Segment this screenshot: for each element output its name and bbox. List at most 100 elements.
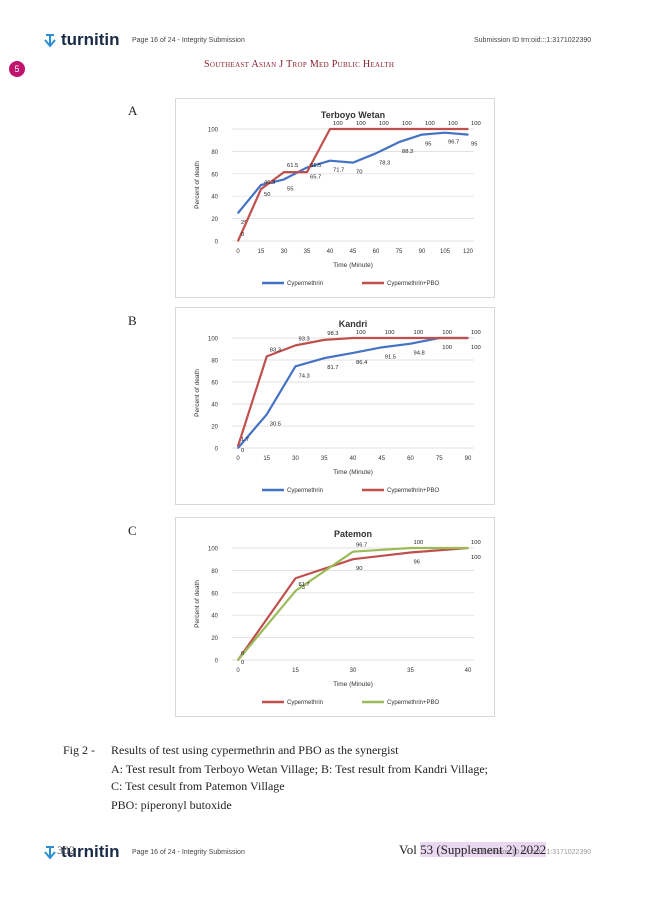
data-label: 74.3 <box>299 373 310 379</box>
y-tick-label: 40 <box>211 403 218 409</box>
data-point <box>467 547 469 549</box>
x-tick-label: 60 <box>407 456 414 462</box>
data-point <box>294 344 297 347</box>
y-tick-label: 60 <box>211 591 218 597</box>
data-label: 96.7 <box>356 543 367 549</box>
data-label: 83.3 <box>270 347 281 353</box>
data-label: 81.7 <box>327 365 338 371</box>
figure-caption-line4: PBO: piperonyl butoxide <box>111 798 232 812</box>
chart-terboyo-wetan: Terboyo Wetan 0 20 40 60 80 100 0 15 30 35 40 45 60 75… <box>175 98 495 298</box>
data-label: 25 <box>241 220 247 226</box>
data-label: 86.4 <box>356 360 368 366</box>
x-tick-label: 75 <box>436 456 443 462</box>
chart-title: Kandri <box>339 319 368 329</box>
x-tick-label: 35 <box>321 456 328 462</box>
data-label: 61.5 <box>287 163 298 169</box>
y-axis-label: Percent of death <box>194 161 201 209</box>
chart-svg-b: Kandri 0 20 40 60 80 100 0 15 30 35 40 45 60 75 90 Time … <box>194 319 481 494</box>
data-point <box>352 550 354 553</box>
data-point <box>283 178 285 181</box>
data-point <box>409 337 412 339</box>
x-axis-label: Time (Minute) <box>333 681 373 688</box>
chart-svg-c: Patemon 0 20 40 60 80 100 0 15 30 35 40 Time (Minute… <box>194 529 481 706</box>
y-tick-label: 40 <box>211 195 218 201</box>
data-point <box>375 128 377 130</box>
y-tick-label: 100 <box>208 337 219 343</box>
x-tick-label: 0 <box>236 668 240 674</box>
chart-kandri: Kandri 0 20 40 60 80 100 0 15 30 35 40 45 60 75 90 Time … <box>175 307 495 505</box>
data-point <box>398 141 400 143</box>
data-label: 100 <box>471 330 481 336</box>
journal-title: Southeast Asian J Trop Med Public Health <box>204 59 395 70</box>
series-line-1 <box>237 131 469 214</box>
data-point <box>421 133 423 136</box>
y-axis-label: Percent of death <box>194 369 201 417</box>
data-point <box>294 590 297 592</box>
data-point <box>237 240 239 242</box>
y-tick-label: 100 <box>208 128 219 134</box>
chart-title: Terboyo Wetan <box>321 110 385 120</box>
x-axis-label: Time (Minute) <box>333 469 373 476</box>
data-label: 98.3 <box>327 331 338 337</box>
footer-volume-highlight: 53 (Supplement 2) 2022 <box>420 842 547 857</box>
x-tick-label: 45 <box>378 456 385 462</box>
data-label: 100 <box>471 555 481 561</box>
data-point <box>352 558 354 560</box>
x-tick-label: 90 <box>419 249 426 255</box>
legend-label-1: Cypermethrin <box>287 281 323 287</box>
data-point <box>237 212 239 214</box>
data-label: 95 <box>471 142 477 148</box>
data-label: 100 <box>448 121 458 127</box>
panel-label-c: C <box>128 523 137 538</box>
data-point <box>237 447 239 449</box>
y-tick-label: 0 <box>215 447 219 453</box>
data-label: 100 <box>471 121 481 127</box>
y-tick-label: 80 <box>211 359 218 365</box>
data-point <box>352 337 354 339</box>
y-tick-label: 80 <box>211 150 218 156</box>
data-label: 96.7 <box>448 140 459 146</box>
data-label: 88.3 <box>402 149 413 155</box>
data-label: 93.3 <box>299 336 310 342</box>
data-point <box>329 159 331 162</box>
y-tick-label: 40 <box>211 614 218 620</box>
x-tick-label: 35 <box>407 668 414 674</box>
data-label: 91.5 <box>385 354 396 360</box>
data-point <box>237 445 239 447</box>
data-point <box>329 128 331 130</box>
data-point <box>352 128 354 130</box>
chart-svg-a: Terboyo Wetan 0 20 40 60 80 100 0 15 30 35 40 45 60 75… <box>194 110 481 287</box>
data-label: 96 <box>414 559 420 565</box>
data-point <box>467 133 469 136</box>
x-tick-label: 0 <box>236 456 240 462</box>
series-line-2 <box>236 336 468 447</box>
x-tick-label: 40 <box>327 249 334 255</box>
page-badge[interactable]: 5 <box>9 61 25 77</box>
footer-page-number: 302 <box>57 843 75 857</box>
footer-submission-id: Submission ID trn:oid:::1:3171022390 <box>474 849 592 856</box>
data-label: 46.3 <box>264 180 275 186</box>
data-point <box>323 357 326 359</box>
data-label: 78.3 <box>379 160 390 166</box>
x-tick-label: 15 <box>292 668 299 674</box>
data-point <box>380 337 383 339</box>
data-label: 100 <box>379 121 389 127</box>
data-point <box>306 171 308 173</box>
legend-label-2: Cypermethrin+PBO <box>387 700 440 706</box>
x-tick-label: 60 <box>373 249 380 255</box>
logo-text: turnitin <box>61 842 120 861</box>
x-tick-label: 90 <box>465 456 472 462</box>
data-label: 100 <box>385 330 395 336</box>
footer-page-info: Page 16 of 24 - Integrity Submission <box>132 849 245 856</box>
data-label: 100 <box>356 330 366 336</box>
turnitin-logo-icon <box>44 845 56 860</box>
data-point <box>398 128 400 130</box>
data-point <box>352 352 354 354</box>
data-label: 65.7 <box>310 174 321 180</box>
data-label: 100 <box>471 345 481 351</box>
panel-label-a: A <box>128 103 138 118</box>
panel-label-b: B <box>128 313 137 328</box>
data-label: 100 <box>471 540 481 546</box>
data-point <box>409 547 412 549</box>
data-point <box>306 166 308 169</box>
